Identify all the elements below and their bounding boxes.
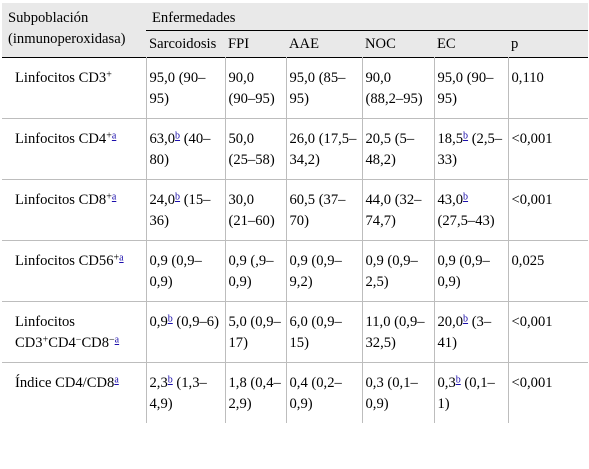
cell-sarcoidosis: 24,0b (15–36): [145, 179, 225, 241]
table-row: Linfocitos CD4+a 63,0b (40–80) 50,0 (25–…: [2, 118, 588, 180]
cell-noc: 0,9 (0,9–2,5): [361, 240, 434, 302]
col-header-aae: AAE: [286, 30, 362, 58]
cell-noc: 90,0 (88,2–95): [361, 57, 434, 119]
cell-fpi: 50,0 (25–58): [224, 118, 286, 180]
footnote-b-link[interactable]: b: [463, 191, 469, 203]
cell-ec: 95,0 (90–95): [433, 57, 508, 119]
cell-p: <0,001: [507, 362, 588, 423]
cell-p: 0,110: [507, 57, 588, 119]
col-header-fpi: FPI: [225, 30, 286, 58]
row-label: Linfocitos CD8+a: [15, 191, 117, 208]
cell-aae: 26,0 (17,5–34,2): [285, 118, 362, 180]
footnote-a-link[interactable]: a: [111, 130, 117, 142]
cell-fpi: 30,0 (21–60): [224, 179, 286, 241]
cell-sarcoidosis: 2,3b (1,3–4,9): [145, 362, 225, 423]
table-row: Linfocitos CD3+ 95,0 (90–95) 90,0 (90–95…: [2, 57, 588, 119]
data-table: Subpoblación (inmunoperoxidasa) Enfermed…: [2, 3, 588, 423]
table-header: Subpoblación (inmunoperoxidasa) Enfermed…: [2, 3, 588, 58]
table-row: Linfocitos CD3+CD4−CD8−a 0,9b (0,9–6) 5,0…: [2, 301, 588, 363]
subpopulation-header: Subpoblación (inmunoperoxidasa): [2, 3, 146, 58]
footnote-b-link[interactable]: b: [167, 374, 173, 386]
cell-noc: 44,0 (32–74,7): [361, 179, 434, 241]
footnote-b-link[interactable]: b: [463, 130, 469, 142]
cell-fpi: 1,8 (0,4–2,9): [224, 362, 286, 423]
col-header-ec: EC: [434, 30, 508, 58]
cell-p: <0,001: [507, 179, 588, 241]
row-label: Linfocitos CD3+CD4−CD8−a: [15, 314, 120, 351]
footnote-a-link[interactable]: a: [111, 191, 117, 203]
cell-aae: 60,5 (37–70): [285, 179, 362, 241]
cell-p: <0,001: [507, 301, 588, 363]
footnote-a-link[interactable]: a: [114, 374, 119, 386]
cell-ec: 18,5b (2,5–33): [433, 118, 508, 180]
footnote-b-link[interactable]: b: [455, 374, 461, 386]
cell-noc: 11,0 (0,9–32,5): [361, 301, 434, 363]
row-label: Índice CD4/CD8a: [15, 374, 119, 391]
col-header-noc: NOC: [362, 30, 434, 58]
cell-fpi: 0,9 (,9–0,9): [224, 240, 286, 302]
footnote-a-link[interactable]: a: [114, 334, 120, 346]
col-header-sarcoidosis: Sarcoidosis: [146, 30, 225, 58]
cell-ec: 43,0b (27,5–43): [433, 179, 508, 241]
footnote-b-link[interactable]: b: [463, 313, 469, 325]
table-row: Linfocitos CD8+a 24,0b (15–36) 30,0 (21–…: [2, 179, 588, 241]
table-row: Índice CD4/CD8a 2,3b (1,3–4,9) 1,8 (0,4–…: [2, 362, 588, 423]
footnote-b-link[interactable]: b: [175, 191, 181, 203]
cell-aae: 0,4 (0,2–0,9): [285, 362, 362, 423]
diseases-group-header: Enfermedades: [146, 3, 588, 31]
cell-noc: 20,5 (5–48,2): [361, 118, 434, 180]
cell-aae: 0,9 (0,9–9,2): [285, 240, 362, 302]
footnote-b-link[interactable]: b: [175, 130, 181, 142]
subpopulation-header-line1: Subpoblación: [8, 10, 89, 26]
footnote-b-link[interactable]: b: [167, 313, 173, 325]
footnote-a-link[interactable]: a: [119, 252, 124, 264]
cell-ec: 20,0b (3–41): [433, 301, 508, 363]
cell-aae: 95,0 (85–95): [285, 57, 362, 119]
cell-ec: 0,3b (0,1–1): [433, 362, 508, 423]
cell-fpi: 90,0 (90–95): [224, 57, 286, 119]
cell-p: 0,025: [507, 240, 588, 302]
cell-sarcoidosis: 95,0 (90–95): [145, 57, 225, 119]
cell-aae: 6,0 (0,9–15): [285, 301, 362, 363]
cell-noc: 0,3 (0,1–0,9): [361, 362, 434, 423]
row-label: Linfocitos CD4+a: [15, 130, 117, 147]
cell-sarcoidosis: 0,9 (0,9–0,9): [145, 240, 225, 302]
cell-sarcoidosis: 63,0b (40–80): [145, 118, 225, 180]
cell-ec: 0,9 (0,9–0,9): [433, 240, 508, 302]
table-row: Linfocitos CD56+a 0,9 (0,9–0,9) 0,9 (,9–…: [2, 240, 588, 302]
table-body: Linfocitos CD3+ 95,0 (90–95) 90,0 (90–95…: [2, 57, 588, 423]
cell-p: <0,001: [507, 118, 588, 180]
subpopulation-header-line2: (inmunoperoxidasa): [8, 31, 126, 47]
cell-sarcoidosis: 0,9b (0,9–6): [145, 301, 225, 363]
row-label: Linfocitos CD56+a: [15, 252, 124, 269]
cell-fpi: 5,0 (0,9–17): [224, 301, 286, 363]
col-header-p: p: [508, 30, 588, 58]
row-label: Linfocitos CD3+: [15, 69, 112, 86]
